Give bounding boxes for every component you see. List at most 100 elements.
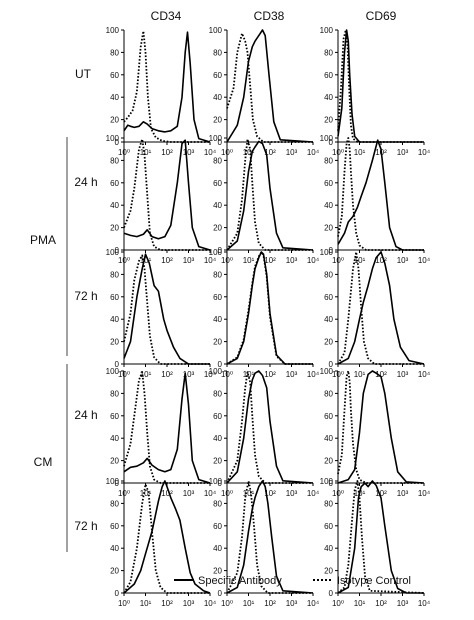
panel-pma-72-h-cd69-y-tick-label: 100 <box>320 248 334 257</box>
panel-pma-72-h-cd34-x-tick-label: 10¹ <box>140 370 152 379</box>
panel-cm-72-h-cd38: 0 20 40 60 80 100 10⁰ 10¹ 10² 10³ 10⁴ <box>209 477 320 608</box>
panel-cm-72-h-cd34-x-tick-label: 10⁴ <box>204 599 217 608</box>
panel-cm-24-h-cd69-y-tick-label: 100 <box>320 367 334 376</box>
panel-cm-24-h-cd34-isotype-control-line <box>123 371 210 484</box>
panel-pma-72-h-cd34-specific-antibody-line <box>123 253 210 365</box>
panel-cm-24-h-cd34-x-tick-label: 10³ <box>183 489 195 498</box>
panel-cm-72-h-cd69-x-tick-label: 10² <box>375 599 387 608</box>
panel-cm-72-h-cd69-x-tick-label: 10³ <box>397 599 409 608</box>
panel-cm-72-h-cd34-x-tick-label: 10⁰ <box>118 599 130 608</box>
row-label-pma-24h: 24 h <box>74 175 97 189</box>
row-label-ut: UT <box>75 67 92 81</box>
panel-pma-24-h-cd69-y-tick-label: 60 <box>324 179 333 188</box>
panel-cm-72-h-cd38-x-tick-label: 10² <box>264 599 276 608</box>
panel-cm-24-h-cd38-x-tick-label: 10² <box>264 489 276 498</box>
panel-cm-24-h-cd38-x-tick-label: 10¹ <box>243 489 255 498</box>
panel-pma-24-h-cd34-y-tick-label: 60 <box>110 179 119 188</box>
panel-cm-72-h-cd34-x-tick-label: 10² <box>161 599 173 608</box>
column-header-cd38: CD38 <box>254 9 285 23</box>
panel-ut-cd38-y-tick-label: 80 <box>213 48 222 57</box>
panel-cm-24-h-cd38-isotype-control-line <box>226 371 313 484</box>
panel-ut-cd34-y-tick-label: 80 <box>110 48 119 57</box>
panel-cm-72-h-cd34-specific-antibody-line <box>123 480 211 594</box>
panel-pma-24-h-cd69-x-tick-label: 10² <box>375 256 387 265</box>
panel-cm-72-h-cd38-specific-antibody-line <box>226 480 314 594</box>
group-label-cm: CM <box>34 455 53 469</box>
panel-pma-24-h-cd69-y-tick-label: 40 <box>324 201 333 210</box>
panel-pma-72-h-cd38-y-tick-label: 0 <box>218 360 223 369</box>
panel-ut-cd34-y-tick-label: 20 <box>110 116 119 125</box>
panel-cm-72-h-cd34-x-tick-label: 10³ <box>183 599 195 608</box>
panel-cm-72-h-cd38-isotype-control-line <box>226 480 313 594</box>
panel-pma-24-h-cd34-x-tick-label: 10¹ <box>140 256 152 265</box>
panel-pma-24-h-cd38-y-tick-label: 0 <box>218 246 223 255</box>
panel-cm-24-h-cd69-y-tick-label: 40 <box>324 434 333 443</box>
panel-pma-24-h-cd38-x-tick-label: 10¹ <box>243 256 255 265</box>
panel-pma-72-h-cd69-x-tick-label: 10² <box>375 370 387 379</box>
panel-pma-24-h-cd34-specific-antibody-line <box>123 139 211 251</box>
panel-pma-24-h-cd34-x-tick-label: 10² <box>161 256 173 265</box>
panel-pma-24-h-cd38-specific-antibody-line <box>226 140 314 251</box>
panel-pma-24-h-cd69-y-tick-label: 0 <box>329 246 334 255</box>
panel-ut-cd69-y-tick-label: 20 <box>324 116 333 125</box>
panel-cm-72-h-cd69-y-tick-label: 60 <box>324 522 333 531</box>
panel-cm-24-h-cd38-y-tick-label: 80 <box>213 389 222 398</box>
panel-ut-cd34-y-tick-label: 60 <box>110 71 119 80</box>
panel-pma-24-h-cd38-y-tick-label: 60 <box>213 179 222 188</box>
panel-ut-cd34-y-tick-label: 100 <box>106 26 120 35</box>
panel-cm-24-h-cd69-y-tick-label: 80 <box>324 389 333 398</box>
row-label-pma-72h: 72 h <box>74 289 97 303</box>
panel-cm-72-h-cd69-y-tick-label: 100 <box>320 477 334 486</box>
panel-pma-72-h-cd69-y-tick-label: 0 <box>329 360 334 369</box>
panel-pma-72-h-cd34-y-tick-label: 100 <box>106 248 120 257</box>
panel-cm-72-h-cd34-y-tick-label: 60 <box>110 522 119 531</box>
panel-cm-72-h-cd38-y-tick-label: 0 <box>218 589 223 598</box>
panel-pma-72-h-cd38-x-tick-label: 10³ <box>286 370 298 379</box>
panel-cm-24-h-cd38-x-tick-label: 10³ <box>286 489 298 498</box>
panel-pma-72-h-cd69-y-tick-label: 60 <box>324 293 333 302</box>
legend-solid-label: Specific Antibody <box>198 575 282 587</box>
panel-ut-cd38-x-tick-label: 10¹ <box>243 148 255 157</box>
panel-pma-24-h-cd69-specific-antibody-line <box>337 139 424 251</box>
panel-ut-cd34-x-tick-label: 10¹ <box>140 148 152 157</box>
panel-cm-24-h-cd69-x-tick-label: 10³ <box>397 489 409 498</box>
panel-pma-24-h-cd34-x-tick-label: 10³ <box>183 256 195 265</box>
panel-pma-24-h-cd34-isotype-control-line <box>123 138 210 251</box>
panel-ut-cd69-y-tick-label: 0 <box>329 138 334 147</box>
panel-cm-72-h-cd69-x-tick-label: 10⁰ <box>332 599 344 608</box>
panel-cm-24-h-cd69-x-tick-label: 10⁴ <box>418 489 431 498</box>
panel-cm-24-h-cd69-y-tick-label: 20 <box>324 457 333 466</box>
panel-cm-24-h-cd34-y-tick-label: 80 <box>110 389 119 398</box>
panel-ut-cd38-y-tick-label: 0 <box>218 138 223 147</box>
panel-pma-24-h-cd69-y-tick-label: 20 <box>324 224 333 233</box>
panel-pma-24-h-cd34-y-tick-label: 20 <box>110 224 119 233</box>
panel-pma-72-h-cd69-y-tick-label: 80 <box>324 270 333 279</box>
panel-cm-72-h-cd38-x-tick-label: 10¹ <box>243 599 255 608</box>
column-header-cd69: CD69 <box>366 9 397 23</box>
panel-cm-24-h-cd69-y-tick-label: 60 <box>324 412 333 421</box>
row-label-cm-72h: 72 h <box>74 519 97 533</box>
panel-pma-24-h-cd69-x-tick-label: 10¹ <box>354 256 366 265</box>
panel-cm-72-h-cd69: 0 20 40 60 80 100 10⁰ 10¹ 10² 10³ 10⁴ <box>320 477 431 608</box>
panel-ut-cd69-specific-antibody-line <box>337 29 424 143</box>
panel-cm-72-h-cd69-x-tick-label: 10⁴ <box>418 599 431 608</box>
panel-pma-72-h-cd34-isotype-control-line <box>123 254 210 365</box>
panel-pma-24-h-cd69-x-tick-label: 10³ <box>397 256 409 265</box>
panel-pma-24-h-cd69-y-tick-label: 80 <box>324 156 333 165</box>
panel-cm-72-h-cd69-x-tick-label: 10¹ <box>354 599 366 608</box>
panel-cm-24-h-cd34-x-tick-label: 10⁴ <box>204 489 217 498</box>
panel-pma-24-h-cd69-isotype-control-line <box>337 137 424 251</box>
panel-pma-72-h-cd38-y-tick-label: 20 <box>213 338 222 347</box>
panel-pma-72-h-cd34-y-tick-label: 80 <box>110 270 119 279</box>
panel-cm-72-h-cd38-x-tick-label: 10⁰ <box>221 599 233 608</box>
panel-ut-cd38-y-tick-label: 100 <box>209 26 223 35</box>
panel-cm-24-h-cd34-x-tick-label: 10¹ <box>140 489 152 498</box>
panel-cm-72-h-cd34-y-tick-label: 80 <box>110 499 119 508</box>
panel-pma-24-h-cd38-y-tick-label: 40 <box>213 201 222 210</box>
panel-cm-72-h-cd34-y-tick-label: 0 <box>115 589 120 598</box>
panel-ut-cd69-y-tick-label: 80 <box>324 48 333 57</box>
